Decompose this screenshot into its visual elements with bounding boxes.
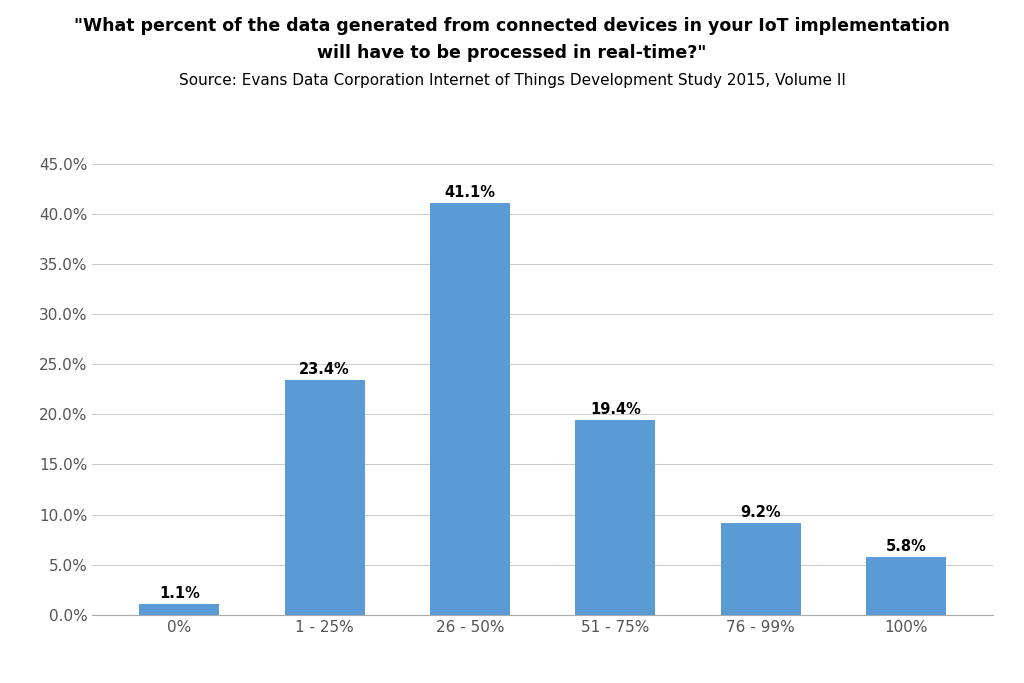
Bar	[575, 420, 655, 615]
Bar	[285, 380, 365, 615]
Text: 5.8%: 5.8%	[886, 539, 927, 554]
Bar	[139, 604, 219, 615]
Text: 23.4%: 23.4%	[299, 362, 350, 377]
Text: 19.4%: 19.4%	[590, 402, 641, 417]
Text: 9.2%: 9.2%	[740, 505, 781, 520]
Text: Source: Evans Data Corporation Internet of Things Development Study 2015, Volume: Source: Evans Data Corporation Internet …	[178, 73, 846, 88]
Text: 1.1%: 1.1%	[159, 586, 200, 600]
Bar	[430, 203, 510, 615]
Bar	[721, 522, 801, 615]
Text: will have to be processed in real-time?": will have to be processed in real-time?"	[317, 44, 707, 62]
Text: 41.1%: 41.1%	[444, 185, 496, 200]
Bar	[866, 557, 946, 615]
Text: "What percent of the data generated from connected devices in your IoT implement: "What percent of the data generated from…	[74, 17, 950, 35]
